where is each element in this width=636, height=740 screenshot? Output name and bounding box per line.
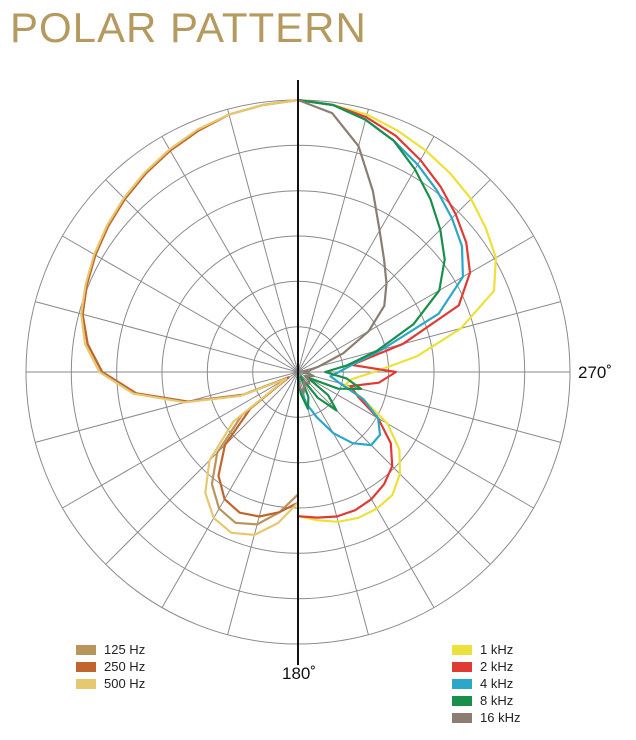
legend-right: 1 kHz 2 kHz 4 kHz 8 kHz 16 kHz	[452, 641, 520, 726]
legend-item: 1 kHz	[452, 641, 520, 658]
grid-spoke	[297, 301, 561, 373]
legend-label: 1 kHz	[480, 642, 514, 657]
legend-label: 2 kHz	[480, 659, 514, 674]
legend-swatch	[76, 644, 96, 655]
legend-item: 250 Hz	[76, 658, 145, 675]
legend-left: 125 Hz 250 Hz 500 Hz	[76, 641, 145, 692]
legend-label: 4 kHz	[480, 676, 514, 691]
series-line-250-hz	[81, 98, 299, 518]
grid-spoke	[297, 179, 491, 373]
grid-spoke	[35, 301, 299, 373]
grid-spoke	[105, 179, 299, 373]
legend-item: 4 kHz	[452, 675, 520, 692]
grid-spoke	[105, 371, 299, 565]
grid-spoke	[161, 371, 299, 608]
polar-curves	[80, 98, 497, 536]
legend-label: 16 kHz	[480, 710, 521, 725]
grid-spoke	[297, 235, 534, 373]
legend-label: 125 Hz	[104, 642, 146, 657]
legend-item: 8 kHz	[452, 692, 520, 709]
legend-swatch	[76, 661, 96, 672]
grid-spoke	[297, 136, 435, 373]
series-line-500-hz	[80, 98, 299, 536]
legend-label: 250 Hz	[104, 659, 146, 674]
legend-item: 16 kHz	[452, 709, 520, 726]
grid-spoke	[35, 371, 299, 443]
angle-label-270: 270˚	[578, 363, 613, 382]
grid-spoke	[62, 371, 299, 509]
legend-item: 500 Hz	[76, 675, 145, 692]
legend-item: 125 Hz	[76, 641, 145, 658]
grid-spoke	[297, 371, 369, 635]
grid-spoke	[62, 235, 299, 373]
series-line-8-khz	[296, 98, 446, 412]
grid-spoke	[227, 371, 299, 635]
legend-swatch	[452, 695, 472, 706]
grid-spoke	[297, 371, 435, 608]
legend-item: 2 kHz	[452, 658, 520, 675]
legend-label: 500 Hz	[104, 676, 146, 691]
angle-label-180: 180˚	[282, 664, 317, 683]
grid-spoke	[161, 136, 299, 373]
chart-title: POLAR PATTERN	[10, 4, 367, 51]
series-line-16-khz	[296, 98, 388, 395]
grid-spoke	[297, 371, 534, 509]
grid-spoke	[297, 109, 369, 373]
legend-swatch	[452, 712, 472, 723]
legend-swatch	[76, 678, 96, 689]
series-line-1-khz	[297, 98, 497, 523]
series-line-4-khz	[296, 98, 464, 447]
grid-spoke	[227, 109, 299, 373]
legend-swatch	[452, 644, 472, 655]
series-line-2-khz	[297, 98, 472, 519]
legend-swatch	[452, 678, 472, 689]
grid-spoke	[297, 371, 491, 565]
legend-swatch	[452, 661, 472, 672]
series-line-125-hz	[81, 98, 299, 526]
legend-label: 8 kHz	[480, 693, 514, 708]
